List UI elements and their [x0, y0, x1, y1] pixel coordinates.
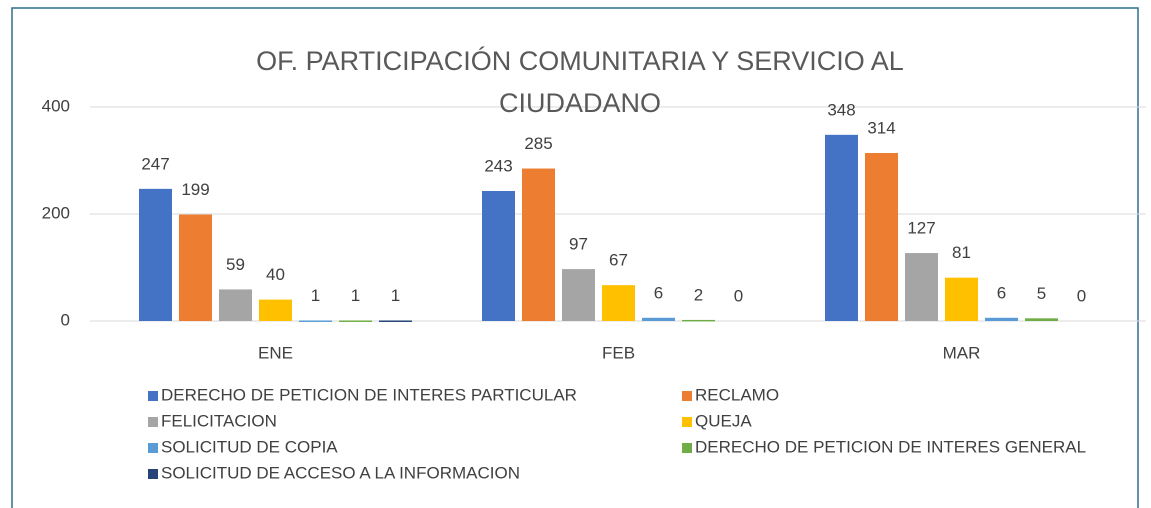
- bar: [379, 320, 412, 322]
- legend-swatch: [682, 391, 692, 401]
- data-label: 6: [654, 283, 663, 302]
- data-label: 67: [609, 251, 628, 270]
- data-label: 59: [226, 255, 245, 274]
- x-tick-label: MAR: [943, 343, 981, 362]
- data-label: 348: [827, 100, 855, 119]
- legend-label: QUEJA: [695, 411, 752, 430]
- bar: [139, 188, 172, 321]
- data-label: 199: [181, 180, 209, 199]
- data-label: 2: [694, 285, 703, 304]
- legend-swatch: [148, 417, 158, 427]
- bar: [602, 285, 635, 321]
- data-label: 314: [867, 118, 895, 137]
- bar: [522, 168, 555, 321]
- legend-label: SOLICITUD DE ACCESO A LA INFORMACION: [161, 463, 520, 482]
- legend-swatch: [148, 443, 158, 453]
- data-label: 97: [569, 235, 588, 254]
- data-label: 0: [734, 286, 743, 305]
- legend-swatch: [682, 417, 692, 427]
- bar: [1025, 318, 1058, 321]
- bar: [562, 269, 595, 321]
- data-label: 247: [141, 154, 169, 173]
- y-tick-label: 400: [42, 96, 70, 115]
- x-tick-label: FEB: [602, 343, 635, 362]
- bar: [945, 277, 978, 321]
- chart-title: OF. PARTICIPACIÓN COMUNITARIA Y SERVICIO…: [256, 46, 904, 118]
- legend-label: DERECHO DE PETICION DE INTERES GENERAL: [695, 437, 1086, 456]
- data-label: 1: [351, 286, 360, 305]
- legend-label: FELICITACION: [161, 411, 277, 430]
- bar: [299, 320, 332, 322]
- legend-swatch: [682, 443, 692, 453]
- bar: [985, 317, 1018, 321]
- bar: [179, 214, 212, 321]
- data-label: 285: [524, 134, 552, 153]
- bar: [682, 319, 715, 322]
- bar: [642, 317, 675, 321]
- data-label: 127: [907, 219, 935, 238]
- data-label: 81: [952, 243, 971, 262]
- y-tick-label: 0: [61, 310, 70, 329]
- bar: [219, 289, 252, 321]
- data-label: 40: [266, 265, 285, 284]
- bar: [482, 190, 515, 321]
- legend-label: RECLAMO: [695, 385, 779, 404]
- bar: [259, 299, 292, 321]
- data-label: 1: [391, 286, 400, 305]
- data-label: 243: [484, 156, 512, 175]
- data-label: 0: [1077, 286, 1086, 305]
- data-label: 5: [1037, 284, 1046, 303]
- y-tick-label: 200: [42, 203, 70, 222]
- legend-swatch: [148, 469, 158, 479]
- legend-label: SOLICITUD DE COPIA: [161, 437, 338, 456]
- legend-swatch: [148, 391, 158, 401]
- bar: [865, 153, 898, 321]
- bar: [339, 320, 372, 322]
- x-tick-label: ENE: [258, 343, 293, 362]
- bar: [825, 134, 858, 321]
- bar: [905, 253, 938, 321]
- legend-label: DERECHO DE PETICION DE INTERES PARTICULA…: [161, 385, 577, 404]
- data-label: 1: [311, 286, 320, 305]
- data-label: 6: [997, 283, 1006, 302]
